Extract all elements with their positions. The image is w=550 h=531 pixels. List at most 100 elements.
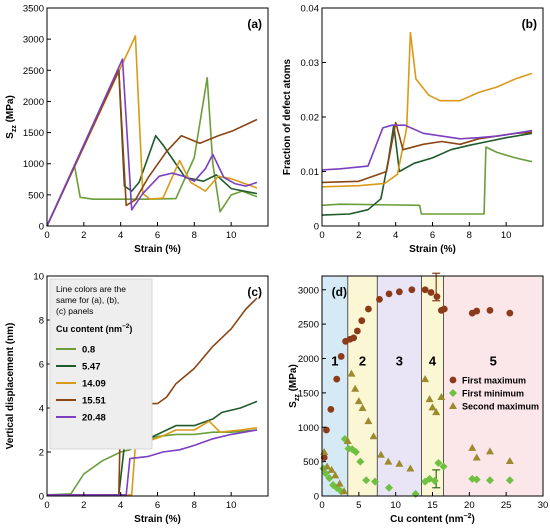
- y-axis-label: Szz (MPa): [288, 364, 301, 408]
- point-diamond: [472, 475, 481, 484]
- point-triangle: [485, 447, 494, 455]
- point-triangle: [369, 432, 378, 440]
- point-circle: [421, 286, 429, 294]
- y-tick-label: 500: [303, 457, 319, 468]
- legend-label-4: 15.51: [82, 396, 106, 407]
- legend-note-line: same for (a), (b),: [56, 295, 119, 305]
- x-axis-label: Strain (%): [134, 514, 181, 525]
- point-diamond: [321, 469, 330, 478]
- y-tick-label: 2500: [298, 320, 319, 331]
- y-tick-label: 0.04: [301, 4, 320, 15]
- y-axis-label-unit: (MPa): [5, 95, 16, 125]
- x-tick-label: 10: [226, 230, 237, 241]
- region-2: [347, 276, 378, 496]
- point-diamond: [485, 476, 494, 485]
- y-tick-label: 0.01: [301, 167, 320, 178]
- region-3: [377, 276, 422, 496]
- series-line-4: [46, 69, 258, 227]
- y-tick-label: 10: [33, 272, 44, 283]
- x-tick-label: 25: [501, 500, 512, 511]
- series-line-3: [321, 31, 533, 188]
- point-triangle: [327, 465, 336, 473]
- y-tick-label: 2000: [23, 97, 44, 108]
- y-tick-label: 0: [39, 492, 44, 503]
- legend-label-1: 0.8: [82, 345, 95, 356]
- point-circle: [473, 307, 481, 315]
- y-tick-label: 3500: [23, 4, 44, 15]
- y-tick-label: 6: [39, 360, 44, 371]
- series-line-5: [47, 429, 258, 496]
- point-circle: [353, 327, 361, 335]
- legend-title-close: ): [129, 324, 132, 334]
- x-tick-label: 8: [192, 500, 197, 511]
- point-diamond: [439, 462, 448, 471]
- point-circle: [350, 334, 358, 342]
- point-triangle: [468, 443, 477, 451]
- x-tick-label: 6: [155, 230, 160, 241]
- legend-note-line: Line colors are the: [56, 284, 126, 294]
- point-circle: [433, 293, 441, 301]
- series-line-3: [47, 420, 258, 496]
- legend-marker-3: [449, 402, 457, 409]
- panel-c-vertical-displacement: 0 2 4 6 8 10 0 2 4 6 8 10 Strain (%) Vertical displac…: [5, 272, 269, 525]
- point-circle: [337, 353, 345, 360]
- legend-box: [49, 278, 153, 450]
- panel-label: (d): [332, 285, 347, 299]
- legend-label-3: 14.09: [82, 379, 106, 390]
- legend-marker-1: [449, 376, 457, 384]
- x-tick-label: 0: [319, 500, 324, 511]
- point-triangle: [505, 456, 514, 464]
- x-tick-label: 4: [393, 230, 398, 241]
- x-tick-label: 8: [192, 230, 197, 241]
- series-line-1: [46, 77, 258, 227]
- point-triangle: [354, 397, 363, 405]
- y-tick-label: 0: [314, 222, 319, 233]
- point-circle: [333, 375, 341, 383]
- y-tick-label: 8: [39, 316, 44, 327]
- x-tick-label: 5: [356, 500, 361, 511]
- y-axis-label-sub: zz: [294, 394, 301, 402]
- panel-d-cu-content-scatter: 1 2 3 4 5 0 5 10 15 20 25 30 0 500 1000 1500 2000 2500 30…: [288, 272, 548, 525]
- point-triangle: [343, 437, 352, 444]
- series-line-5: [321, 124, 533, 171]
- y-tick-label: 4: [39, 404, 44, 415]
- y-tick-label: 1000: [298, 423, 319, 434]
- point-diamond: [371, 477, 380, 486]
- plot-frame: [321, 7, 544, 227]
- series-line-5: [46, 58, 258, 227]
- point-circle: [385, 290, 393, 298]
- x-tick-label: 0: [44, 230, 49, 241]
- point-triangle: [376, 450, 385, 458]
- point-triangle: [421, 375, 430, 383]
- x-axis-label-close: ): [471, 514, 474, 525]
- point-triangle: [340, 487, 349, 495]
- x-tick-label: 6: [430, 230, 435, 241]
- point-triangle: [351, 384, 360, 392]
- region-4: [421, 276, 444, 496]
- x-tick-label: 10: [501, 230, 512, 241]
- point-circle: [427, 289, 435, 296]
- x-tick-label: 15: [427, 500, 438, 511]
- region-label-1: 1: [331, 353, 338, 368]
- y-axis-label: Fraction of defect atoms: [282, 59, 293, 176]
- point-triangle: [406, 464, 415, 472]
- y-tick-label: 2000: [298, 354, 319, 365]
- point-circle: [395, 288, 403, 296]
- point-circle: [365, 305, 372, 313]
- legend-note-line: (c) panels: [56, 306, 93, 316]
- panel-label: (c): [247, 285, 262, 299]
- y-tick-label: 1000: [23, 159, 44, 170]
- point-triangle: [432, 408, 441, 416]
- legend-title: Cu content (nm−2): [56, 323, 132, 334]
- series-line-2: [321, 124, 533, 216]
- point-triangle: [331, 471, 340, 479]
- point-diamond: [385, 483, 394, 492]
- panel-a-strain-stress: 0 2 4 6 8 10 0 500 1000 1500 2000 2500 3000 3500 Strai…: [5, 4, 269, 255]
- point-circle: [486, 306, 494, 314]
- x-axis-label-sup: −2: [464, 513, 472, 520]
- x-axis-label: Cu content (nm−2): [390, 513, 475, 525]
- x-tick-label: 2: [81, 500, 86, 511]
- x-tick-label: 4: [118, 500, 123, 511]
- y-tick-label: 3000: [298, 285, 319, 296]
- x-tick-label: 0: [44, 500, 49, 511]
